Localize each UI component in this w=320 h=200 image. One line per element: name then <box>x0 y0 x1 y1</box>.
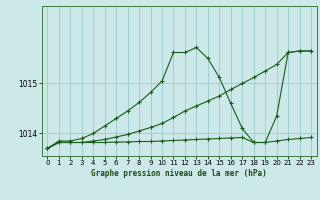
X-axis label: Graphe pression niveau de la mer (hPa): Graphe pression niveau de la mer (hPa) <box>91 169 267 178</box>
